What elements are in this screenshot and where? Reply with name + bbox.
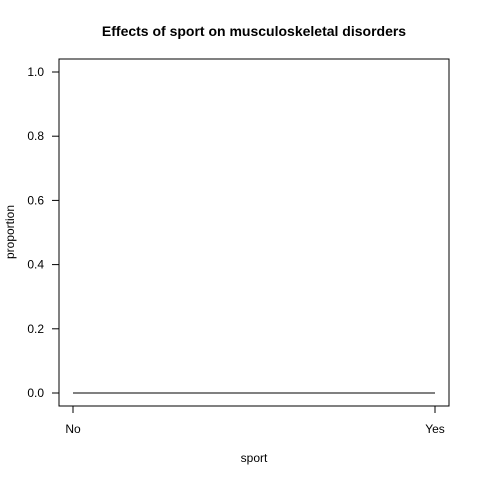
y-tick-label: 0.2 [27, 322, 44, 336]
x-axis-label: sport [241, 451, 268, 465]
y-tick-label: 1.0 [27, 65, 44, 79]
y-tick-label: 0.0 [27, 386, 44, 400]
y-axis-label: proportion [3, 205, 17, 259]
x-tick-label: Yes [425, 422, 445, 436]
x-tick-label: No [65, 422, 81, 436]
x-axis: No Yes [65, 405, 445, 436]
y-axis: 0.0 0.2 0.4 0.6 0.8 1.0 [27, 65, 60, 400]
y-tick-label: 0.4 [27, 258, 44, 272]
y-tick-label: 0.8 [27, 129, 44, 143]
chart-title: Effects of sport on musculoskeletal diso… [102, 23, 406, 39]
y-tick-label: 0.6 [27, 193, 44, 207]
